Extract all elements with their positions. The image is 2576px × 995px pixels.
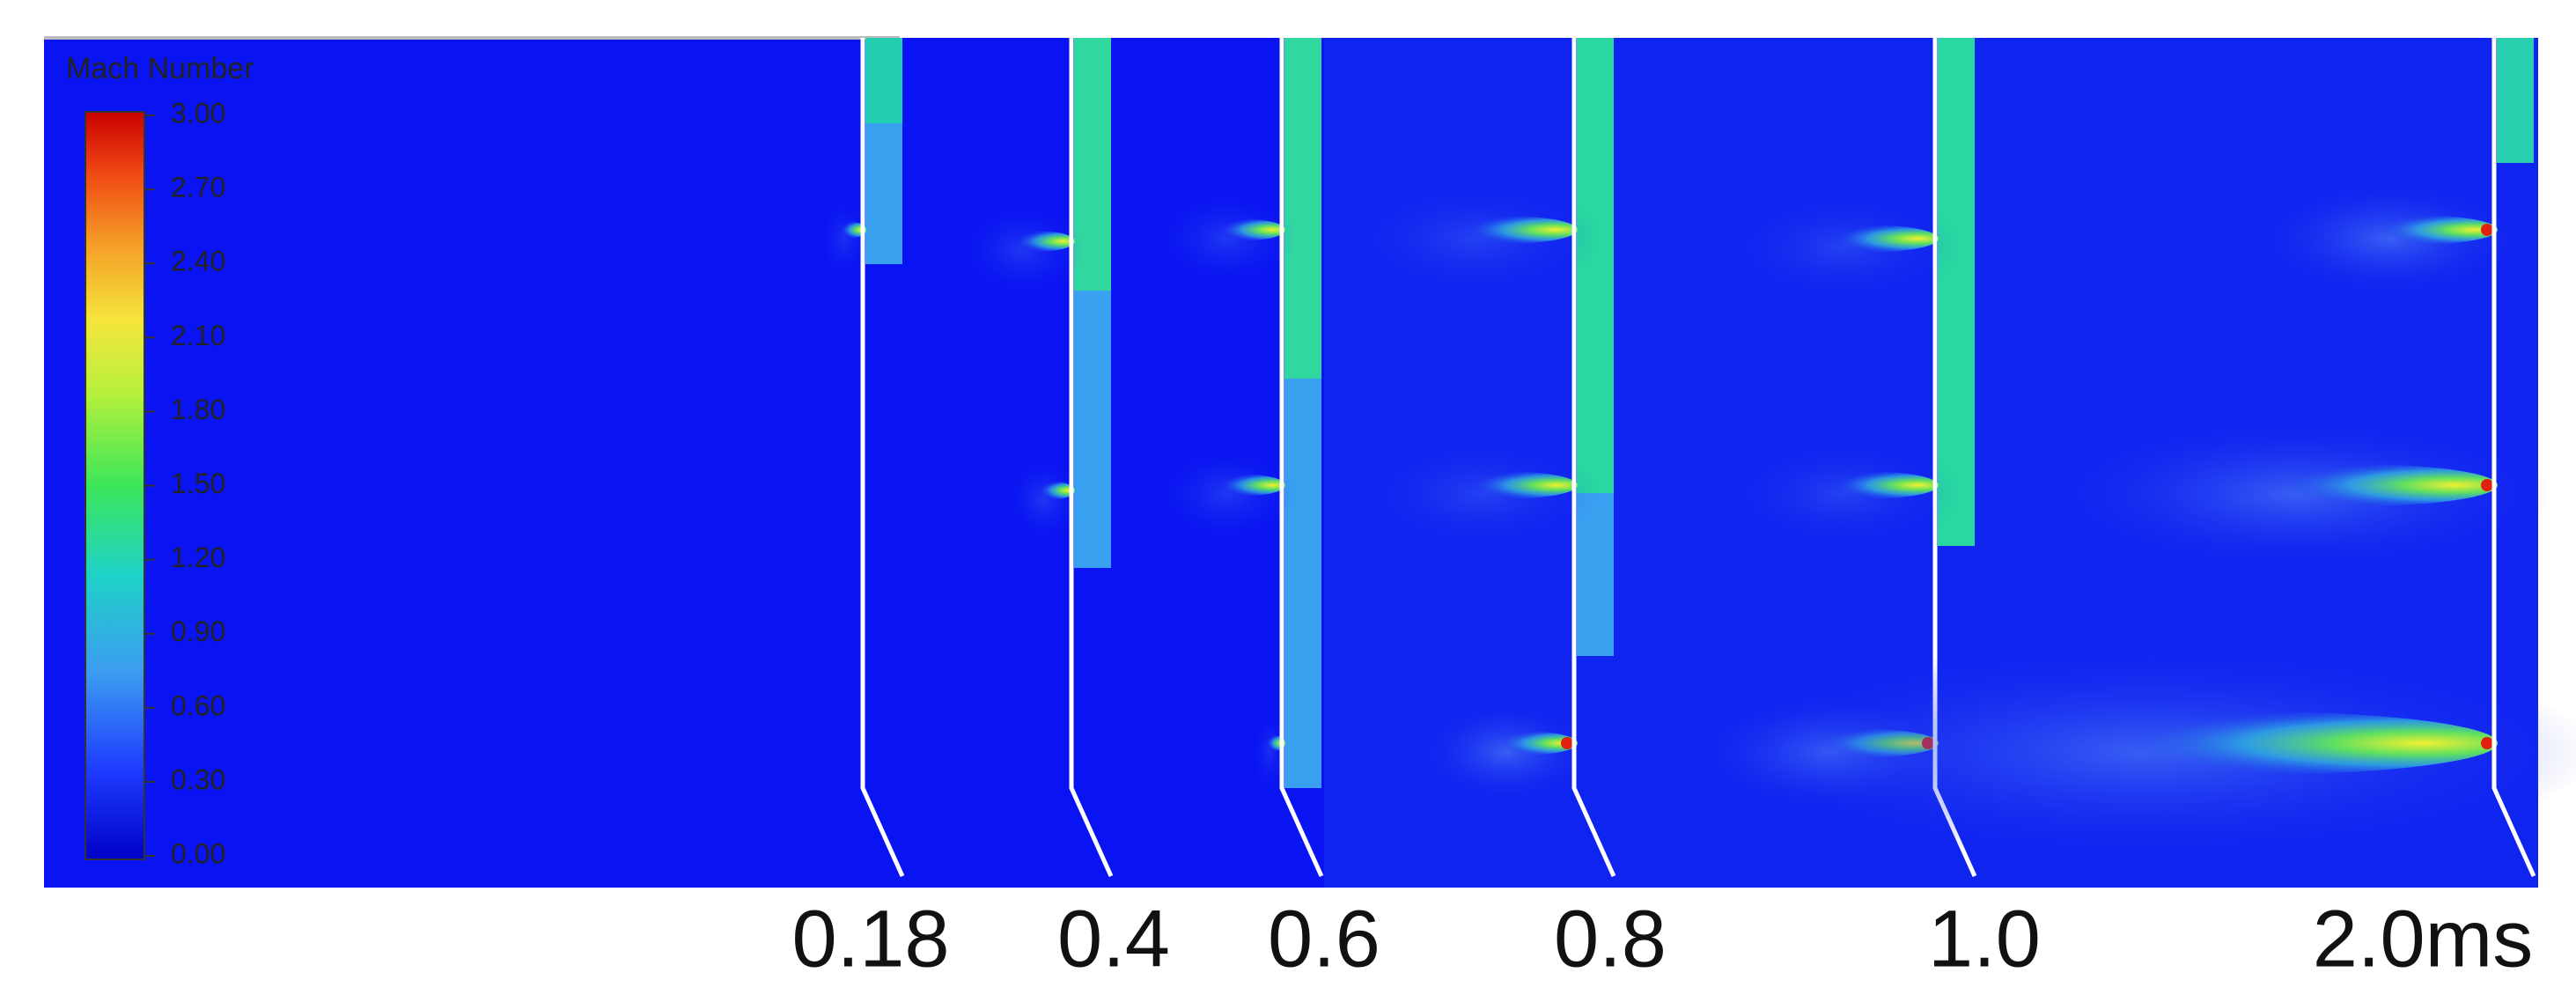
- colorbar-tick-label: 3.00: [171, 97, 225, 129]
- jet-plume: [2209, 464, 2498, 506]
- jet-halo: [1254, 714, 1285, 790]
- colorbar-tick-label: 0.30: [171, 763, 225, 795]
- jet-plume: [833, 221, 866, 239]
- wall-strip: [1284, 379, 1321, 788]
- colorbar-tick-label: 0.00: [171, 837, 225, 869]
- jet-plume: [997, 231, 1075, 252]
- wall-strip: [1938, 38, 1975, 546]
- wall-strip: [2497, 38, 2534, 163]
- wall-strip: [865, 123, 902, 264]
- colorbar-tick-label: 2.10: [171, 320, 225, 351]
- time-label: 0.4: [1057, 894, 1170, 984]
- jet-core: [2481, 479, 2493, 491]
- wall: [1279, 38, 1324, 878]
- colorbar-tick-label: 2.40: [171, 246, 225, 277]
- colorbar-tick-label: 2.70: [171, 172, 225, 203]
- wall: [860, 38, 905, 878]
- colorbar-title: Mach Number: [66, 52, 254, 85]
- jet-plume: [1261, 735, 1285, 751]
- wall-strip: [865, 38, 902, 123]
- colorbar: [85, 111, 145, 860]
- jet-plume: [1439, 471, 1578, 499]
- jet-core: [1561, 737, 1573, 749]
- colorbar-tick-label: 1.50: [171, 468, 225, 499]
- jet-plume: [1998, 711, 2498, 775]
- jet-plume: [1474, 731, 1578, 755]
- jet-plume: [1800, 225, 1939, 253]
- wall: [1069, 38, 1114, 878]
- jet-plume: [1430, 216, 1578, 244]
- time-label: 0.6: [1268, 894, 1380, 984]
- jet-plume: [2341, 215, 2498, 245]
- wall-strip: [1284, 38, 1321, 379]
- jet-plume: [1028, 481, 1075, 500]
- panels: [821, 38, 2576, 878]
- wall: [1571, 38, 1616, 878]
- jet-halo: [1008, 458, 1079, 541]
- colorbar-tick-label: 1.80: [171, 394, 225, 425]
- colorbar-tick-label: 0.90: [171, 615, 225, 647]
- jet-plume: [1800, 471, 1939, 499]
- jet-plume: [1199, 474, 1285, 497]
- wall-strip: [1074, 291, 1111, 568]
- time-label: 1.0: [1928, 894, 2041, 984]
- jet-halo: [821, 199, 868, 278]
- colorbar-tick-label: 0.60: [171, 689, 225, 721]
- time-label: 0.8: [1554, 894, 1667, 984]
- time-label: 2.0ms: [2313, 894, 2534, 984]
- colorbar-tick-label: 1.20: [171, 542, 225, 573]
- wall: [2491, 38, 2536, 878]
- jet-core: [2481, 224, 2493, 236]
- time-label: 0.18: [791, 894, 949, 984]
- jet-plume: [1199, 218, 1285, 241]
- jet-core: [2481, 737, 2493, 749]
